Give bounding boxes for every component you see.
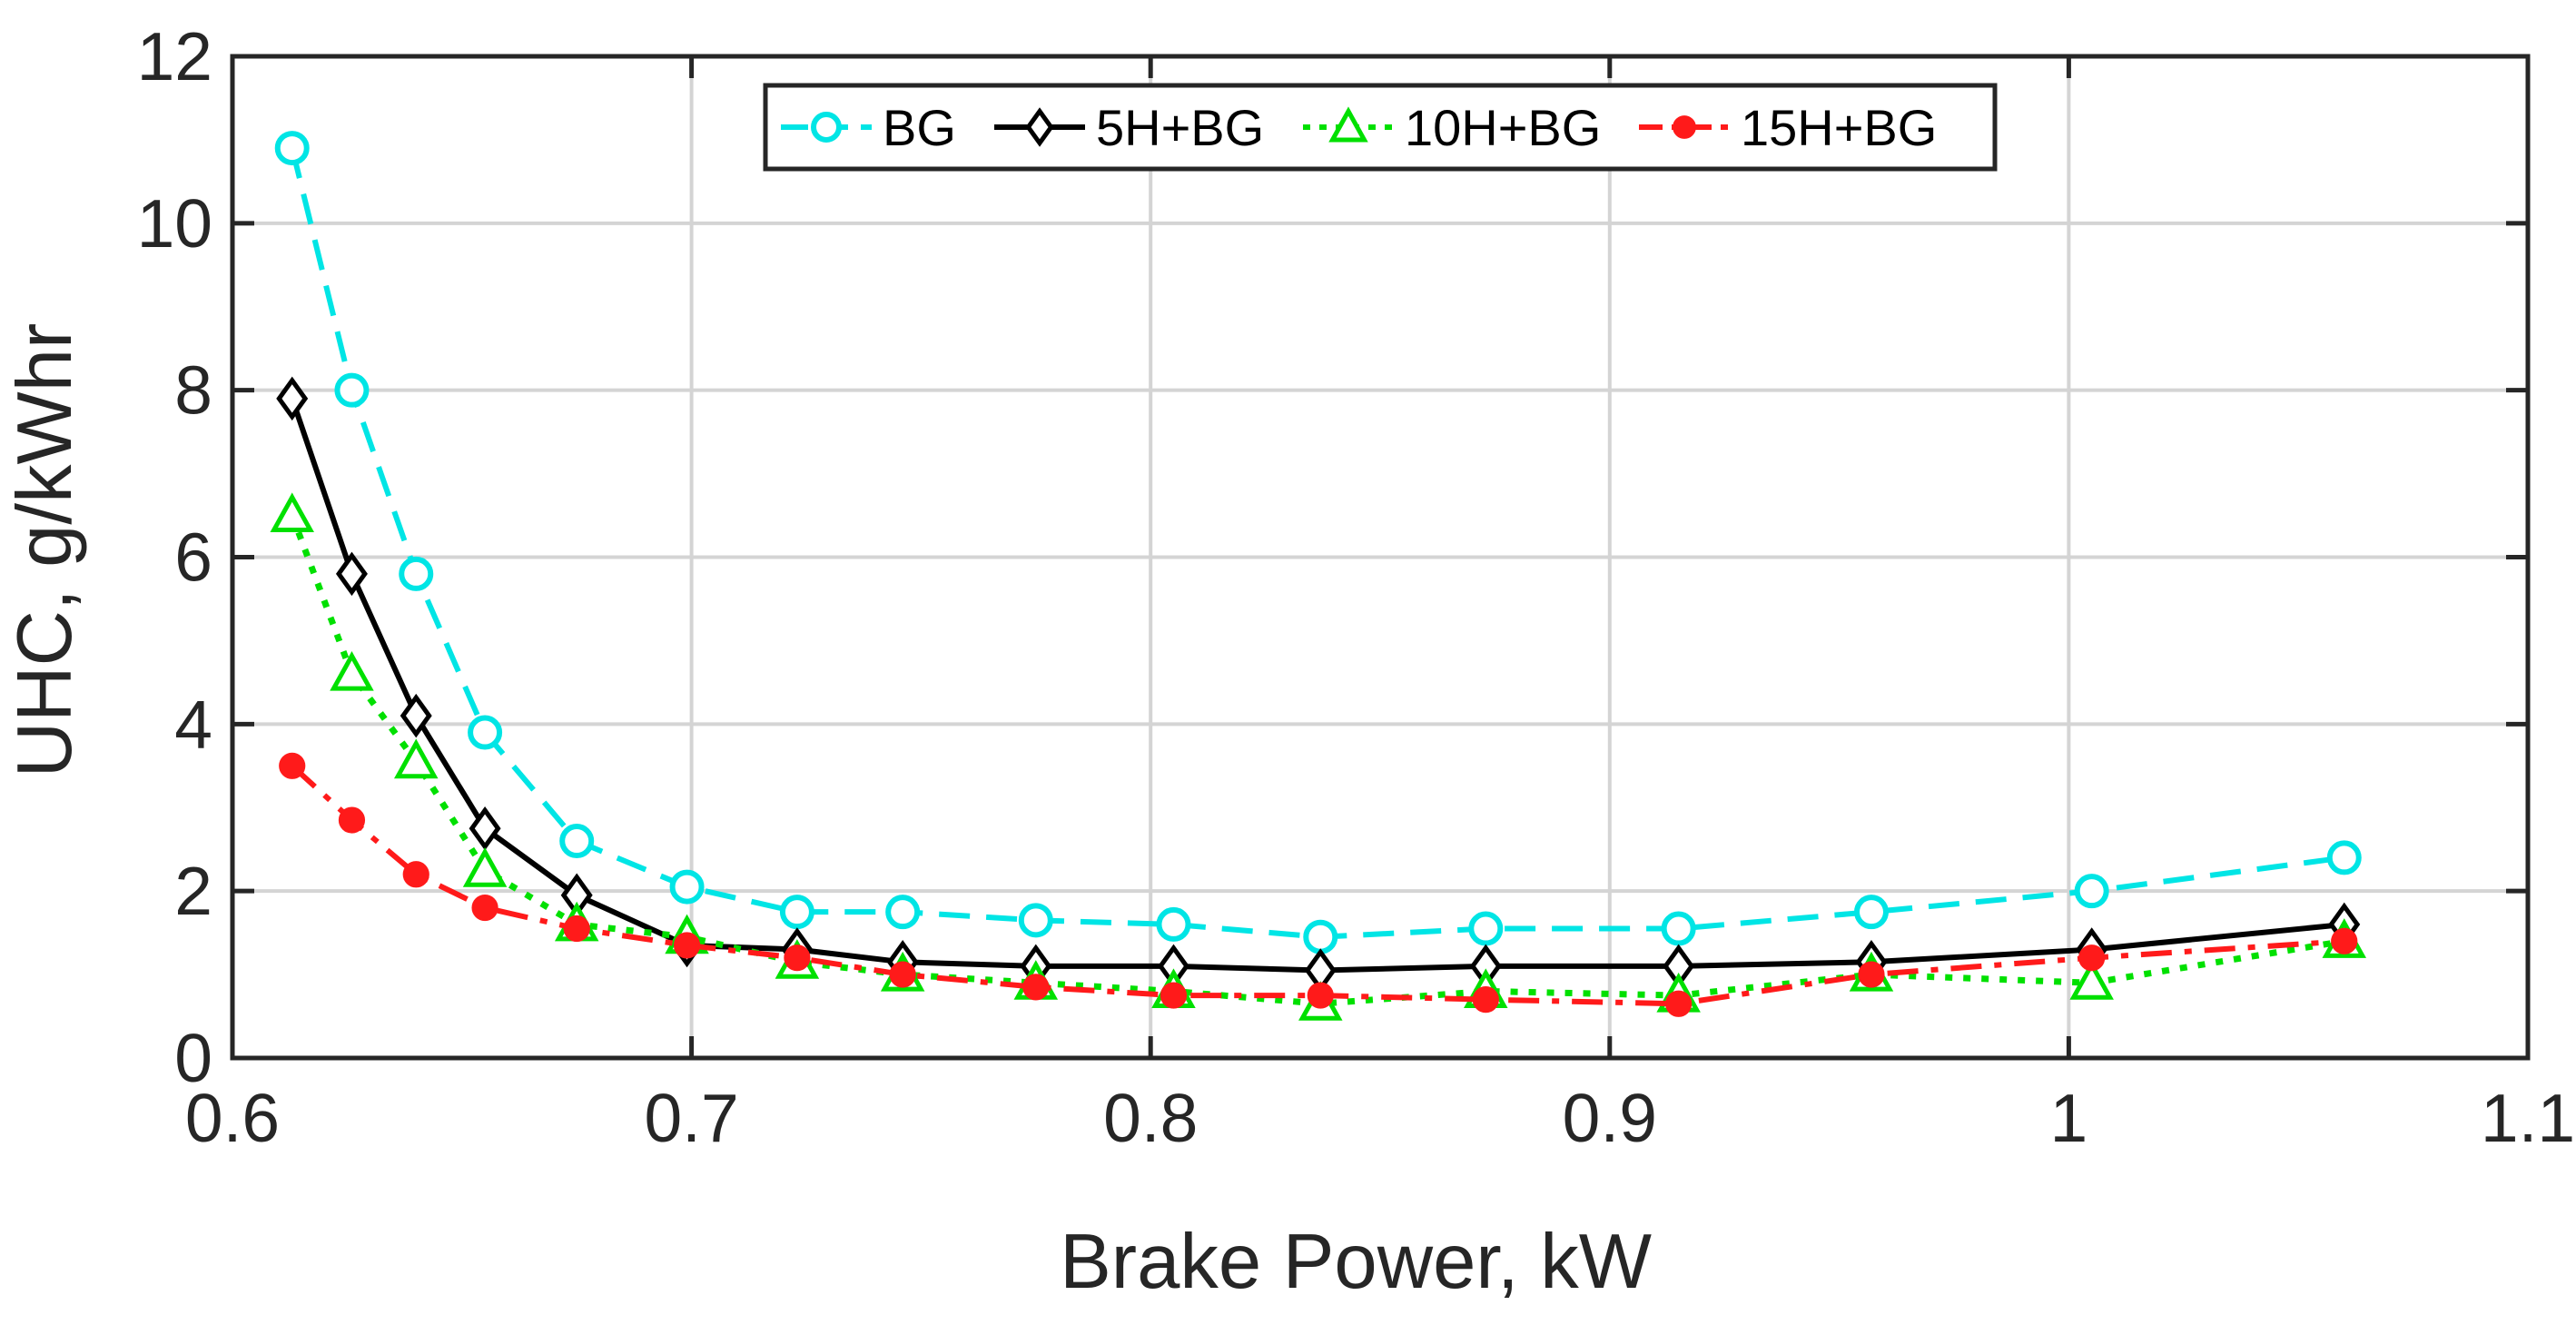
data-point (279, 752, 306, 779)
data-point (334, 372, 370, 408)
legend-marker (1025, 107, 1054, 147)
x-axis-label: Brake Power, kW (1060, 1219, 1652, 1305)
y-tick-label: 6 (174, 519, 212, 596)
x-tick-label: 1.1 (2481, 1080, 2575, 1156)
data-point (1303, 919, 1338, 954)
data-point (1160, 982, 1188, 1009)
data-point (469, 806, 501, 851)
x-tick-label: 0.6 (185, 1080, 280, 1156)
data-point (1307, 982, 1334, 1009)
data-point (335, 551, 368, 597)
data-point (1022, 974, 1050, 1001)
series-0 (274, 131, 2362, 954)
data-point (1858, 961, 1885, 988)
series-line (289, 147, 2345, 940)
data-point (399, 556, 434, 591)
plot-area: 0.6 0.7 0.8 0.9 1 1.1 0 2 4 6 8 10 12 BG 5H+BG 10H+BG 15… (137, 18, 2576, 1156)
data-point (1468, 911, 1504, 946)
legend-marker (811, 112, 842, 143)
x-tick-label: 0.8 (1103, 1080, 1198, 1156)
data-point (276, 376, 309, 421)
y-axis-label: UHC, g/kWhr (2, 323, 88, 778)
legend: BG 5H+BG 10H+BG 15H+BG (763, 83, 1998, 172)
data-point (2078, 944, 2106, 972)
series-3 (279, 752, 2358, 1017)
x-tick-label: 0.7 (644, 1080, 738, 1156)
data-point (1853, 895, 1889, 930)
data-point (784, 944, 811, 972)
data-point (885, 895, 921, 930)
data-point (559, 824, 595, 859)
data-point (462, 847, 508, 887)
legend-marker (1673, 115, 1696, 139)
y-tick-label: 8 (174, 352, 212, 429)
data-point (673, 932, 701, 959)
data-point (2331, 927, 2358, 954)
series-line (289, 397, 2345, 974)
x-tick-label: 1 (2050, 1080, 2088, 1156)
data-point (1665, 990, 1693, 1017)
data-point (471, 894, 498, 922)
data-point (1018, 903, 1053, 938)
data-point (1156, 906, 1191, 942)
legend-label: 10H+BG (1405, 99, 1601, 156)
y-tick-label: 12 (137, 18, 212, 94)
data-point (270, 492, 314, 533)
legend-box (763, 83, 1998, 172)
x-tick-label: 0.9 (1563, 1080, 1657, 1156)
legend-label: 15H+BG (1741, 99, 1937, 156)
data-point (330, 651, 374, 691)
data-point (393, 738, 439, 779)
data-point (2069, 960, 2114, 1000)
data-point (779, 895, 814, 930)
y-tick-label: 0 (174, 1020, 212, 1096)
series-line (290, 764, 2344, 1007)
legend-label: BG (883, 99, 956, 156)
data-point (1472, 986, 1499, 1014)
data-point (468, 715, 503, 750)
legend-marker (1328, 106, 1368, 143)
data-point (889, 961, 916, 988)
data-point (338, 806, 366, 834)
data-point (2074, 874, 2109, 909)
y-tick-label: 4 (174, 686, 212, 762)
data-point (2326, 840, 2362, 875)
data-point (400, 693, 432, 738)
y-tick-label: 10 (137, 185, 212, 262)
data-point (1661, 911, 1696, 946)
data-point (563, 915, 590, 943)
series-line (289, 514, 2345, 1007)
data-point (669, 869, 705, 905)
y-tick-label: 2 (174, 853, 212, 929)
legend-label: 5H+BG (1096, 99, 1264, 156)
data-point (274, 131, 310, 166)
data-point (402, 861, 429, 888)
